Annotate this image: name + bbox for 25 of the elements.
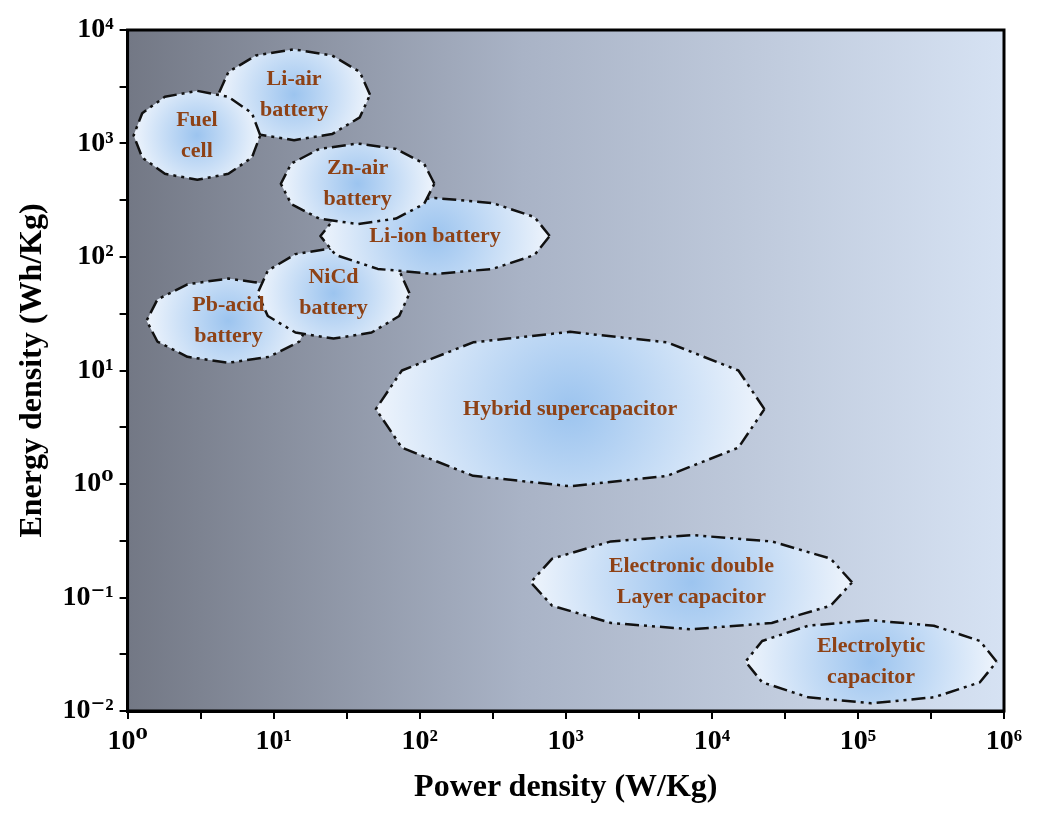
x-tick-label: 10⁵ bbox=[839, 724, 877, 756]
y-tick-label: 10⁴ bbox=[77, 12, 115, 44]
y-tick-label: 10⁻¹ bbox=[62, 579, 114, 611]
series-label: Electrolytic capacitor bbox=[816, 631, 926, 688]
series-label: Fuel cell bbox=[176, 105, 218, 162]
y-axis-title: Energy density (Wh/Kg) bbox=[12, 203, 49, 538]
y-tick-label: 10¹ bbox=[77, 352, 114, 384]
y-tick-label: 10⁰ bbox=[73, 466, 114, 498]
series-label: Electronic double Layer capacitor bbox=[608, 552, 775, 609]
series-label: Li-air battery bbox=[259, 64, 329, 121]
x-tick-label: 10⁶ bbox=[985, 724, 1023, 756]
series-label: Hybrid supercapacitor bbox=[463, 394, 678, 420]
y-tick-label: 10⁻² bbox=[62, 693, 114, 725]
series-label: Li-ion battery bbox=[369, 221, 501, 247]
x-tick-label: 10² bbox=[401, 724, 438, 756]
series-label: Zn-air battery bbox=[323, 153, 392, 210]
x-tick-label: 10⁰ bbox=[107, 724, 148, 756]
series-label: Pb-acid battery bbox=[192, 290, 265, 347]
x-axis-title: Power density (W/Kg) bbox=[414, 767, 718, 804]
y-tick-label: 10² bbox=[77, 239, 114, 271]
x-tick-label: 10⁴ bbox=[693, 724, 731, 756]
series-label: NiCd battery bbox=[299, 263, 368, 320]
x-tick-label: 10¹ bbox=[255, 724, 292, 756]
y-tick-label: 10³ bbox=[77, 125, 114, 157]
x-tick-label: 10³ bbox=[547, 724, 584, 756]
